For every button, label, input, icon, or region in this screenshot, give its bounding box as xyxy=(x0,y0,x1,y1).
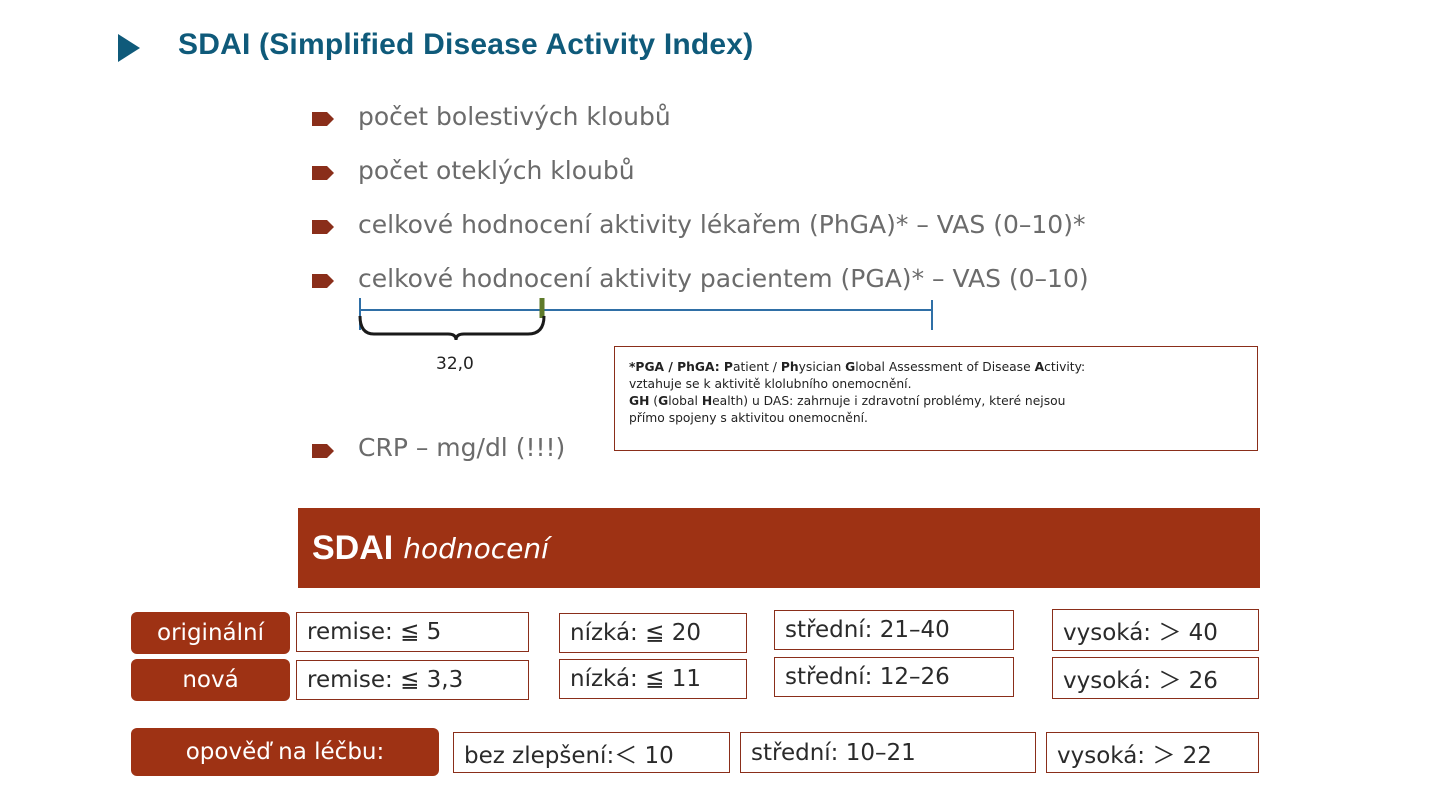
banner-italic: hodnocení xyxy=(403,531,549,565)
bullet-text-4: celkové hodnocení aktivity pacientem (PG… xyxy=(358,264,1089,293)
vas-value-label: 32,0 xyxy=(436,354,474,374)
cell-odpoved-bez: bez zlepšení:＜ 10 xyxy=(453,732,730,773)
cell-odpoved-vysoka: vysoká: ＞ 22 xyxy=(1046,732,1259,773)
bullet-arrow-icon xyxy=(312,166,334,180)
cell-original-vysoka: vysoká: ＞ 40 xyxy=(1052,609,1259,651)
footnote-line-2: vztahuje se k aktivitě klolubního onemoc… xyxy=(629,377,912,391)
vas-scale xyxy=(356,294,946,374)
bullet-text-1: počet bolestivých kloubů xyxy=(358,102,671,131)
cell-nova-nizka: nízká: ≦ 11 xyxy=(559,659,747,699)
footnote-line-1: *PGA / PhGA: Patient / Physician Global … xyxy=(629,360,1086,374)
cell-nova-vysoka: vysoká: ＞ 26 xyxy=(1052,657,1259,699)
bullet-arrow-icon xyxy=(312,112,334,126)
bullet-text-2: počet oteklých kloubů xyxy=(358,156,635,185)
row-label-odpoved: opověď na léčbu: xyxy=(131,728,439,776)
sdai-banner: SDAI hodnocení xyxy=(298,508,1260,588)
cell-original-remise: remise: ≦ 5 xyxy=(296,612,529,652)
row-label-original: originální xyxy=(131,612,290,654)
title-triangle-icon xyxy=(118,34,140,62)
banner-bold: SDAI xyxy=(312,528,394,567)
cell-nova-remise: remise: ≦ 3,3 xyxy=(296,660,529,700)
bullet-arrow-icon xyxy=(312,220,334,234)
bullet-text-5: CRP – mg/dl (!!!) xyxy=(358,433,566,462)
cell-original-nizka: nízká: ≦ 20 xyxy=(559,613,747,653)
page-title: SDAI (Simplified Disease Activity Index) xyxy=(178,28,754,61)
bullet-arrow-icon xyxy=(312,444,334,458)
bullet-arrow-icon xyxy=(312,274,334,288)
row-label-nova: nová xyxy=(131,659,290,701)
footnote-line-3: GH (Global Health) u DAS: zahrnuje i zdr… xyxy=(629,394,1066,408)
footnote-line-4: přímo spojeny s aktivitou onemocnění. xyxy=(629,411,868,425)
footnote-box: *PGA / PhGA: Patient / Physician Global … xyxy=(614,346,1258,451)
cell-nova-stredni: střední: 12–26 xyxy=(774,657,1014,697)
cell-original-stredni: střední: 21–40 xyxy=(774,610,1014,650)
cell-odpoved-stredni: střední: 10–21 xyxy=(740,732,1036,773)
bullet-text-3: celkové hodnocení aktivity lékařem (PhGA… xyxy=(358,210,1086,239)
